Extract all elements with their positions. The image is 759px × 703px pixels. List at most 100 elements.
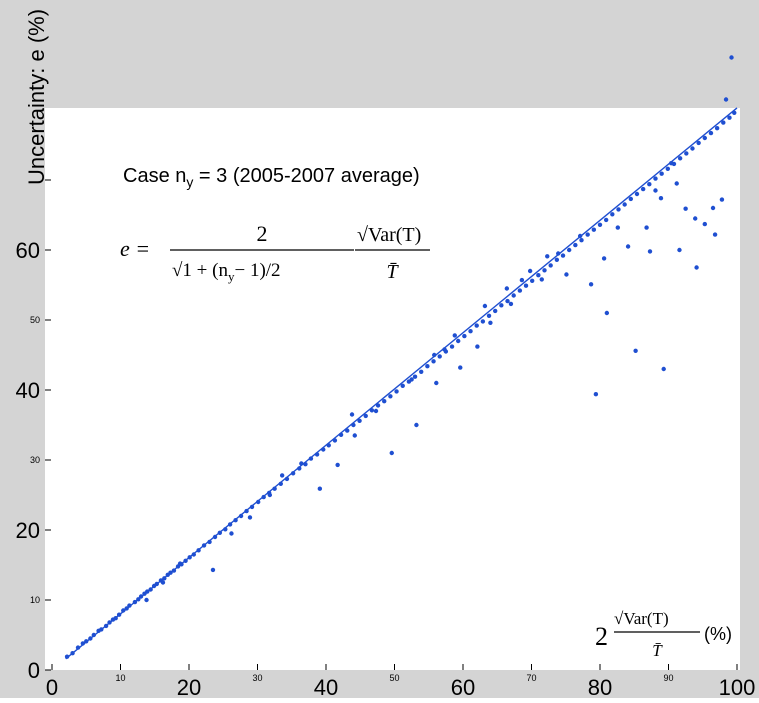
data-point: [480, 319, 486, 324]
data-point: [573, 242, 578, 248]
y-tick-label: 50: [30, 315, 40, 325]
formula-ratio-numerator: √Var(T): [357, 224, 421, 246]
data-point: [610, 212, 615, 217]
xlabel-denominator: T̄: [652, 641, 663, 660]
data-point: [201, 543, 207, 548]
data-point: [449, 344, 455, 349]
data-point: [696, 140, 701, 146]
data-point: [616, 207, 621, 212]
data-point: [539, 277, 544, 282]
data-point: [690, 146, 695, 151]
data-point: [536, 273, 541, 278]
data-point: [585, 232, 590, 237]
data-point: [317, 486, 323, 491]
data-point: [375, 403, 381, 408]
data-point: [127, 603, 132, 608]
data-point: [249, 504, 255, 510]
data-point: [136, 597, 141, 602]
data-point: [107, 620, 112, 625]
data-point: [278, 481, 283, 486]
data-point: [693, 216, 698, 221]
data-point: [261, 494, 266, 500]
data-point: [708, 130, 714, 136]
data-point: [267, 492, 273, 498]
x-tick-label: 90: [663, 673, 673, 683]
data-point: [640, 186, 646, 192]
data-point: [177, 561, 183, 566]
data-point: [486, 313, 492, 318]
data-point: [162, 576, 167, 581]
data-point: [124, 606, 129, 611]
data-point: [210, 567, 216, 573]
data-point: [290, 471, 296, 476]
data-point: [394, 389, 399, 394]
data-point: [84, 639, 89, 644]
x-tick-label: 30: [252, 673, 262, 683]
data-point: [548, 263, 553, 268]
data-point: [388, 394, 393, 399]
data-point: [171, 568, 177, 573]
data-point: [683, 206, 688, 211]
data-point: [560, 253, 566, 258]
x-tick-label: 80: [588, 675, 612, 698]
data-point: [499, 303, 504, 308]
y-tick-label: 40: [16, 378, 40, 403]
data-point: [577, 233, 583, 239]
data-point: [622, 202, 627, 207]
data-point: [238, 513, 244, 519]
data-point: [542, 268, 547, 273]
data-point: [255, 499, 261, 505]
data-point: [564, 272, 569, 277]
formula-numerator: 2: [257, 221, 268, 246]
data-points: [64, 55, 737, 659]
data-point: [719, 197, 725, 202]
data-point: [229, 531, 234, 536]
axis-ticks: 0 10 20 30 40 50 60 0 10 20 30 40 50 60 70 80 90 100: [16, 179, 755, 700]
data-point: [504, 286, 510, 291]
data-point: [658, 196, 664, 201]
data-point: [442, 347, 447, 352]
data-point: [357, 418, 362, 423]
data-point: [88, 636, 93, 641]
data-point: [432, 352, 437, 358]
data-point: [345, 428, 350, 433]
data-point: [244, 508, 249, 514]
data-point: [116, 612, 122, 617]
data-point: [183, 558, 188, 563]
data-point: [714, 126, 720, 131]
data-point: [409, 377, 414, 382]
data-point: [223, 527, 228, 532]
data-point: [335, 462, 340, 468]
data-point: [628, 196, 634, 202]
data-point: [187, 555, 192, 560]
data-point: [414, 422, 419, 428]
data-point: [529, 278, 535, 283]
formula-lhs: e =: [120, 236, 150, 261]
data-point: [554, 257, 560, 262]
data-point: [566, 247, 572, 253]
data-point: [644, 225, 649, 230]
xlabel-unit: (%): [704, 624, 732, 644]
data-point: [217, 530, 223, 535]
data-point: [299, 461, 304, 466]
data-point: [669, 161, 674, 166]
xlabel-factor: 2: [595, 622, 608, 651]
data-point: [647, 249, 653, 254]
xlabel-numerator: √Var(T): [614, 609, 669, 628]
x-tick-label: 10: [115, 673, 125, 683]
data-point: [207, 539, 212, 545]
data-point: [160, 580, 166, 585]
data-point: [419, 369, 424, 374]
data-point: [475, 344, 480, 349]
data-point: [80, 641, 86, 646]
data-point: [601, 256, 607, 261]
data-point: [145, 589, 150, 594]
data-point: [389, 450, 394, 456]
formula-denominator: √1 + (ny− 1)/2: [172, 260, 281, 284]
y-tick-label: 20: [16, 518, 40, 543]
data-point: [625, 244, 631, 249]
data-point: [519, 277, 525, 283]
data-point: [527, 268, 533, 274]
plot-area: [45, 108, 740, 670]
